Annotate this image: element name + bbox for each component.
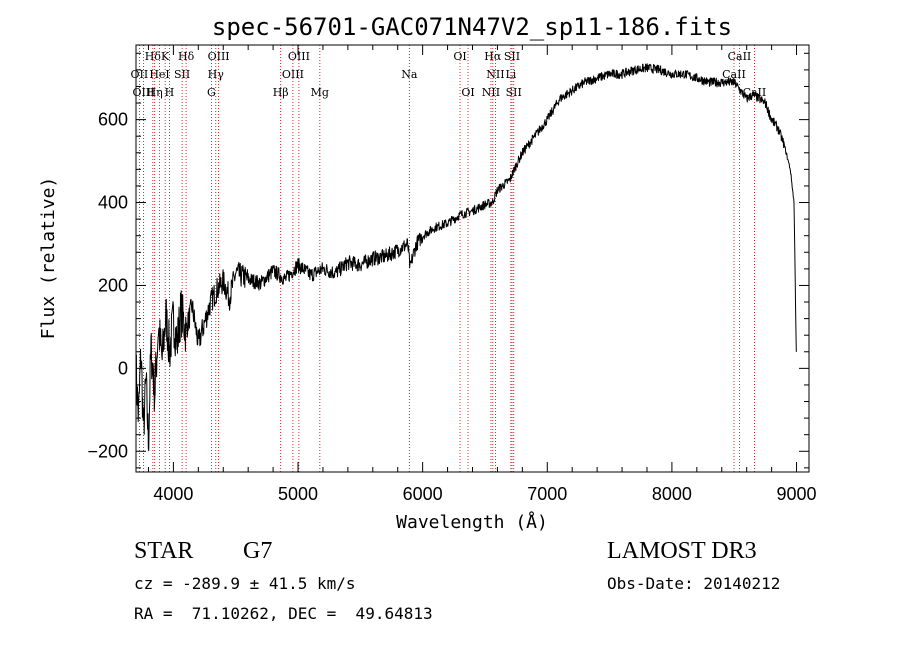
line-label-23: Mg [311, 86, 329, 99]
line-label-15: NII [486, 68, 504, 81]
line-label-20: H [165, 86, 175, 99]
y-tick-label: 0 [118, 358, 128, 378]
line-label-13: OIII [282, 68, 304, 81]
subclass: G7 [243, 538, 273, 564]
line-label-8: CaII [728, 50, 752, 63]
spectrum-series [135, 63, 797, 452]
observation-date: Obs-Date: 20140212 [607, 574, 781, 593]
line-label-11: SII [174, 68, 190, 81]
line-label-12: Hγ [208, 68, 225, 81]
line-label-18: OIII [132, 86, 154, 99]
redshift-cz: cz = -289.9 ± 41.5 km/s [134, 574, 356, 593]
survey-name: LAMOST DR3 [607, 538, 757, 564]
line-label-9: OII [131, 68, 149, 81]
object-class: STAR [134, 538, 194, 564]
chart-title: spec-56701-GAC071N47V2_sp11-186.fits [212, 13, 732, 41]
y-axis: −200 0 200 400 600 [87, 52, 809, 469]
x-tick-label: 4000 [153, 484, 193, 504]
line-label-22: Hβ [273, 86, 289, 99]
x-tick-label: 8000 [652, 484, 692, 504]
line-label-2: Hδ [178, 50, 195, 63]
line-label-25: NII [482, 86, 500, 99]
line-label-1: K [161, 50, 170, 63]
line-label-10: HeI [149, 68, 169, 81]
y-tick-label: 200 [98, 275, 128, 295]
line-label-4: OIII [288, 50, 310, 63]
line-label-27: CaII [743, 86, 767, 99]
y-tick-label: −200 [87, 441, 128, 461]
y-tick-label: 400 [98, 193, 128, 213]
line-label-24: OI [461, 86, 474, 99]
coordinates: RA = 71.10262, DEC = 49.64813 [134, 604, 433, 623]
line-label-26: SII [506, 86, 522, 99]
plot-frame [135, 44, 810, 473]
line-label-6: Hα [484, 50, 502, 63]
x-tick-label: 7000 [527, 484, 567, 504]
line-label-16: Li [505, 68, 516, 81]
x-tick-label: 9000 [777, 484, 817, 504]
line-label-0: Hδ [145, 50, 162, 63]
x-tick-label: 6000 [403, 484, 443, 504]
series-flux [135, 63, 797, 452]
y-axis-label: Flux (relative) [38, 177, 59, 340]
line-label-19: Hη [147, 86, 163, 99]
line-label-21: G [207, 86, 216, 99]
y-tick-label: 600 [98, 110, 128, 130]
x-tick-label: 5000 [278, 484, 318, 504]
line-label-17: CaII [722, 68, 746, 81]
line-label-14: Na [401, 68, 418, 81]
line-label-5: OI [453, 50, 466, 63]
line-label-7: SII [504, 50, 520, 63]
x-axis: 4000 5000 6000 7000 8000 9000 [147, 45, 817, 504]
x-axis-label: Wavelength (Å) [396, 511, 548, 533]
line-label-3: OIII [208, 50, 230, 63]
